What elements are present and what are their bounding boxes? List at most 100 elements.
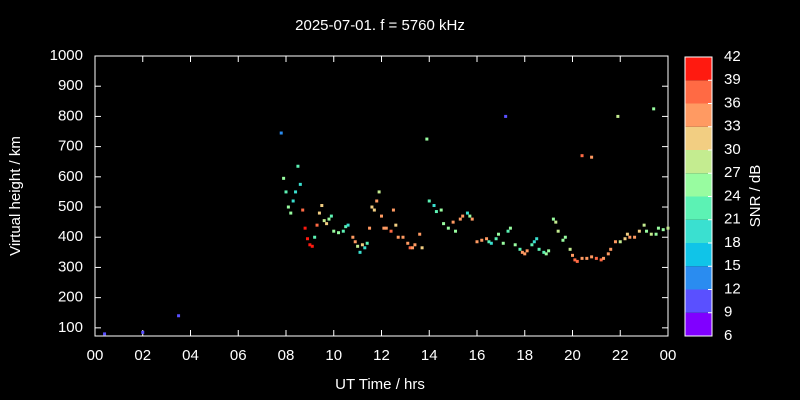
- data-point: [284, 190, 288, 194]
- data-point: [520, 250, 524, 254]
- y-tick-label: 700: [58, 138, 83, 155]
- data-point: [575, 259, 579, 263]
- colorbar-band: [685, 289, 712, 313]
- data-point: [177, 314, 181, 318]
- data-point: [544, 252, 548, 256]
- x-tick-label: 04: [182, 347, 199, 364]
- data-point: [408, 246, 412, 250]
- data-point: [523, 252, 527, 256]
- data-point: [652, 107, 656, 111]
- data-point: [625, 232, 629, 236]
- data-point: [563, 235, 567, 239]
- data-point: [425, 137, 429, 141]
- data-point: [468, 214, 472, 218]
- data-point: [411, 246, 415, 250]
- data-point: [547, 249, 551, 253]
- data-point: [329, 214, 333, 218]
- y-tick-label: 100: [58, 319, 83, 336]
- data-point: [446, 226, 450, 230]
- data-point: [315, 223, 319, 227]
- data-point: [380, 214, 383, 218]
- y-tick-label: 1000: [50, 47, 83, 64]
- colorbar-tick-label: 42: [724, 48, 741, 65]
- y-tick-label: 800: [58, 107, 83, 124]
- x-tick-label: 22: [612, 347, 629, 364]
- data-point: [642, 223, 646, 227]
- data-point: [305, 237, 309, 241]
- data-point: [573, 258, 577, 262]
- data-point: [666, 226, 670, 230]
- data-point: [580, 256, 584, 260]
- data-point: [494, 237, 498, 241]
- data-point: [535, 237, 539, 241]
- data-point: [358, 250, 362, 254]
- data-point: [487, 240, 491, 244]
- data-point: [337, 231, 341, 235]
- data-point: [391, 208, 395, 212]
- data-point: [518, 247, 522, 251]
- data-point: [508, 226, 512, 230]
- data-point: [537, 247, 541, 251]
- data-point: [551, 217, 555, 221]
- data-point: [470, 217, 474, 221]
- data-point: [279, 131, 283, 135]
- data-point: [465, 211, 469, 215]
- colorbar-band: [685, 219, 712, 243]
- data-point: [375, 199, 379, 203]
- data-point: [585, 256, 589, 260]
- x-tick-label: 20: [564, 347, 581, 364]
- y-tick-label: 600: [58, 168, 83, 185]
- colorbar-tick-label: 33: [724, 118, 741, 135]
- y-tick-label: 500: [58, 198, 83, 215]
- data-point: [633, 235, 637, 239]
- y-tick-label: 200: [58, 289, 83, 306]
- colorbar-tick-label: 27: [724, 164, 741, 181]
- data-point: [525, 249, 529, 253]
- data-point: [356, 244, 360, 248]
- data-point: [141, 330, 145, 334]
- data-point: [599, 258, 603, 262]
- colorbar-tick-label: 12: [724, 280, 741, 297]
- data-point: [368, 226, 372, 230]
- data-point: [413, 243, 417, 247]
- data-point: [656, 226, 660, 230]
- data-point: [530, 243, 534, 247]
- data-point: [568, 247, 572, 251]
- data-point: [434, 210, 438, 214]
- data-point: [382, 226, 386, 230]
- colorbar-band: [685, 173, 712, 197]
- x-tick-label: 02: [134, 347, 151, 364]
- data-point: [501, 241, 505, 245]
- data-point: [661, 228, 665, 232]
- data-point: [561, 238, 565, 242]
- colorbar-tick-label: 6: [724, 327, 732, 344]
- data-point: [286, 205, 290, 209]
- data-point: [360, 243, 364, 247]
- data-point: [618, 240, 622, 244]
- data-point: [365, 241, 369, 245]
- data-point: [396, 235, 400, 239]
- colorbar-band: [685, 312, 712, 336]
- data-point: [303, 226, 307, 230]
- data-point: [637, 229, 641, 233]
- colorbar-band: [685, 80, 712, 104]
- data-point: [401, 235, 405, 239]
- x-tick-label: 18: [516, 347, 533, 364]
- data-point: [325, 222, 329, 226]
- x-axis-label: UT Time / hrs: [335, 376, 425, 393]
- data-point: [341, 229, 345, 233]
- data-point: [103, 332, 107, 336]
- data-point: [351, 235, 355, 239]
- x-tick-label: 08: [278, 347, 295, 364]
- data-point: [458, 217, 462, 221]
- data-point: [590, 255, 594, 259]
- colorbar-tick-label: 21: [724, 211, 741, 228]
- data-point: [353, 240, 357, 244]
- colorbar-tick-label: 36: [724, 94, 741, 111]
- data-point: [454, 229, 458, 233]
- colorbar-band: [685, 266, 712, 290]
- data-point: [406, 241, 410, 245]
- data-point: [451, 220, 455, 224]
- x-tick-label: 14: [421, 347, 438, 364]
